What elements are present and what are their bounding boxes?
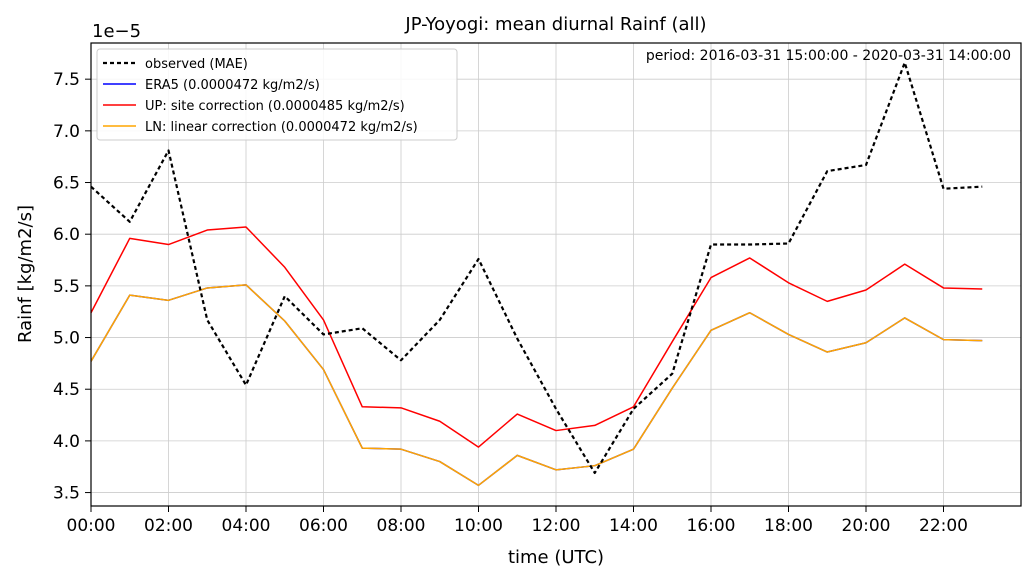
grid-layer: [90, 43, 1021, 506]
x-tick-label: 00:00: [67, 516, 116, 536]
legend: observed (MAE) ERA5 (0.0000472 kg/m2/s) UP…: [96, 48, 458, 141]
x-tick-label: 06:00: [299, 516, 348, 536]
series-line-1: [90, 284, 983, 487]
legend-entry-label: ERA5 (0.0000472 kg/m2/s): [145, 78, 320, 93]
y-tick-label: 7.0: [53, 122, 80, 142]
x-tick-label: 20:00: [842, 516, 891, 536]
tick-layer: 00:00 02:00 04:00 06:00 08:00 10:00 12:00 14:00…: [53, 70, 968, 536]
y-tick-label: 3.5: [53, 484, 80, 504]
legend-entry-label: LN: linear correction (0.0000472 kg/m2/s…: [145, 120, 418, 135]
x-tick-label: 14:00: [609, 516, 658, 536]
chart-title: JP-Yoyogi: mean diurnal Rainf (all): [404, 14, 706, 35]
x-tick-label: 08:00: [377, 516, 426, 536]
series-line-0: [90, 61, 983, 475]
x-axis-label: time (UTC): [508, 547, 604, 568]
x-tick-label: 12:00: [532, 516, 581, 536]
series-line-2: [90, 226, 983, 448]
y-axis-exponent: 1e−5: [92, 21, 141, 42]
x-tick-label: 02:00: [144, 516, 193, 536]
y-tick-label: 4.0: [53, 432, 80, 452]
x-tick-label: 18:00: [764, 516, 813, 536]
x-tick-label: 16:00: [687, 516, 736, 536]
y-tick-label: 6.0: [53, 225, 80, 245]
plot-layer: [90, 61, 983, 487]
y-axis-label: Rainf [kg/m2/s]: [15, 205, 36, 343]
y-tick-label: 5.0: [53, 329, 80, 349]
y-tick-label: 7.5: [53, 70, 80, 90]
legend-box: [96, 48, 458, 141]
x-tick-label: 04:00: [222, 516, 271, 536]
legend-entry-label: observed (MAE): [145, 57, 248, 72]
x-tick-label: 10:00: [454, 516, 503, 536]
legend-entry-label: UP: site correction (0.0000485 kg/m2/s): [145, 99, 405, 114]
y-tick-label: 4.5: [53, 380, 80, 400]
period-annotation: period: 2016-03-31 15:00:00 - 2020-03-31…: [646, 48, 1011, 64]
y-tick-label: 5.5: [53, 277, 80, 297]
legend-items: observed (MAE) ERA5 (0.0000472 kg/m2/s) UP…: [103, 57, 418, 135]
x-tick-label: 22:00: [919, 516, 968, 536]
y-tick-label: 6.5: [53, 174, 80, 194]
series-line-3: [90, 284, 983, 487]
